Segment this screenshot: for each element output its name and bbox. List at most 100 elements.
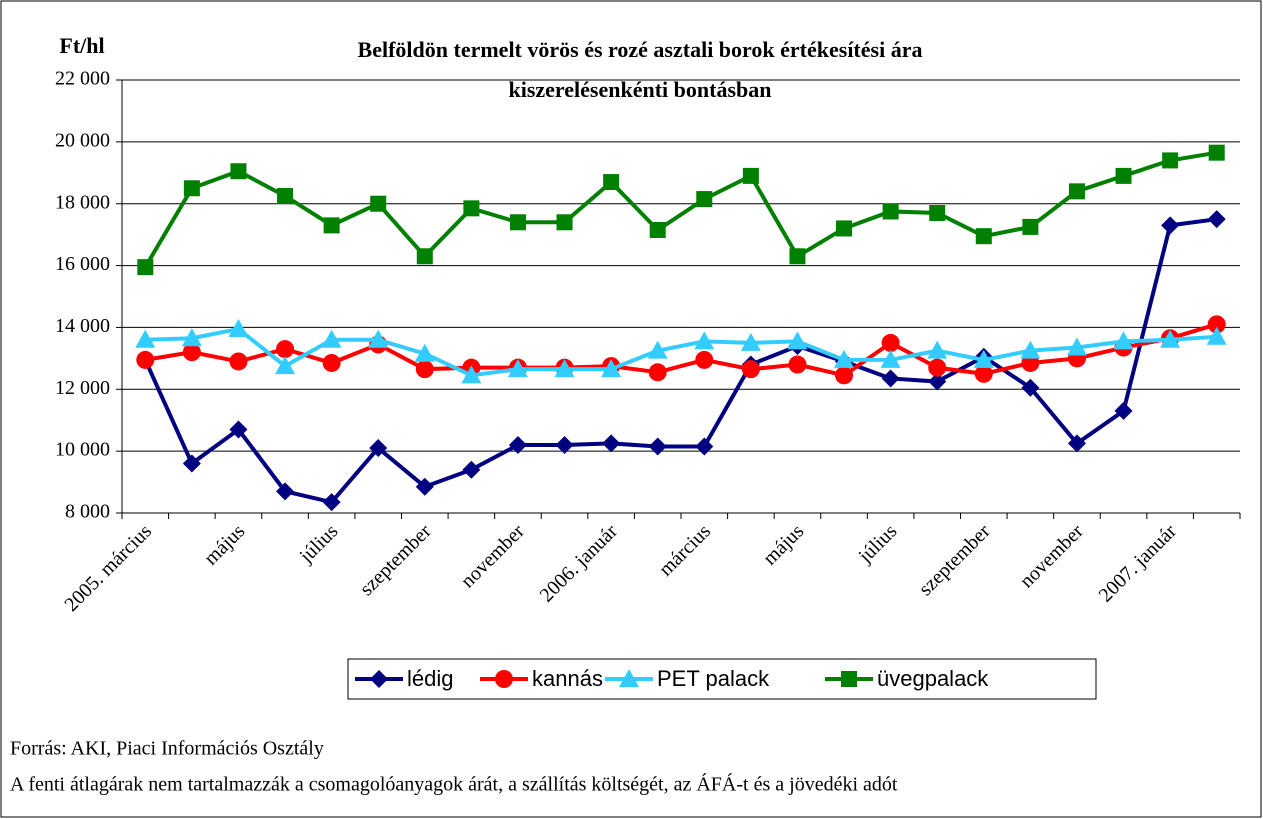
marker — [183, 180, 200, 197]
marker — [603, 174, 620, 191]
marker — [462, 460, 481, 479]
marker — [974, 364, 993, 383]
marker — [1161, 216, 1180, 235]
y-axis-label: Ft/hl — [59, 33, 104, 58]
marker — [1020, 340, 1041, 359]
marker — [370, 670, 388, 688]
marker — [415, 360, 434, 379]
marker — [928, 372, 947, 391]
marker — [322, 353, 341, 372]
y-tick-label: 20 000 — [55, 129, 110, 151]
marker — [1066, 337, 1087, 356]
marker — [509, 214, 526, 231]
marker — [1162, 152, 1179, 169]
marker — [137, 259, 154, 276]
marker — [648, 437, 667, 456]
marker — [696, 191, 713, 208]
marker — [787, 331, 808, 350]
marker — [1206, 326, 1227, 345]
marker — [881, 369, 900, 388]
y-tick-label: 22 000 — [55, 68, 110, 90]
marker — [880, 349, 901, 368]
marker — [927, 340, 948, 359]
marker — [1207, 210, 1226, 229]
marker — [508, 435, 527, 454]
y-tick-label: 10 000 — [55, 439, 110, 461]
legend-label: PET palack — [657, 666, 770, 691]
marker — [556, 214, 573, 231]
marker — [841, 671, 857, 687]
footnote: A fenti átlagárak nem tartalmazzák a cso… — [10, 773, 898, 796]
marker — [1067, 434, 1086, 453]
marker — [881, 333, 900, 352]
marker — [619, 669, 639, 687]
legend-label: lédig — [407, 666, 453, 691]
marker — [742, 167, 759, 184]
marker — [601, 359, 622, 378]
marker — [554, 359, 575, 378]
marker — [647, 340, 668, 359]
marker — [370, 195, 387, 212]
marker — [277, 187, 294, 204]
marker — [321, 329, 342, 348]
marker — [368, 329, 389, 348]
marker — [834, 349, 855, 368]
marker — [1114, 401, 1133, 420]
marker — [507, 359, 528, 378]
marker — [882, 203, 899, 220]
marker — [461, 365, 482, 384]
marker — [415, 477, 434, 496]
marker — [229, 352, 248, 371]
marker — [695, 437, 714, 456]
y-tick-label: 12 000 — [55, 377, 110, 399]
marker — [835, 366, 854, 385]
marker — [1068, 183, 1085, 200]
marker — [836, 220, 853, 237]
marker — [929, 204, 946, 221]
marker — [555, 435, 574, 454]
marker — [182, 454, 201, 473]
marker — [602, 434, 621, 453]
y-tick-label: 18 000 — [55, 191, 110, 213]
marker — [322, 493, 341, 512]
marker — [276, 340, 295, 359]
marker — [789, 248, 806, 265]
legend-label: üvegpalack — [877, 666, 989, 691]
legend-box — [347, 658, 1097, 700]
chart-title: kiszerelésenkénti bontásban — [508, 77, 771, 102]
legend-label: kannás — [532, 666, 603, 691]
marker — [1207, 315, 1226, 334]
marker — [275, 356, 296, 375]
marker — [230, 163, 247, 180]
marker — [648, 363, 667, 382]
marker — [276, 482, 295, 501]
marker — [463, 200, 480, 217]
marker — [323, 217, 340, 234]
marker — [229, 420, 248, 439]
marker — [1021, 378, 1040, 397]
marker — [416, 248, 433, 265]
marker — [181, 328, 202, 347]
source-note: Forrás: AKI, Piaci Információs Osztály — [10, 738, 324, 760]
marker — [1208, 144, 1225, 161]
marker — [741, 360, 760, 379]
y-tick-label: 16 000 — [55, 253, 110, 275]
marker — [649, 222, 666, 239]
marker — [135, 329, 156, 348]
marker — [1160, 329, 1181, 348]
chart-title: Belföldön termelt vörös és rozé asztali … — [358, 37, 923, 62]
y-tick-label: 8 000 — [65, 501, 110, 523]
marker — [136, 350, 155, 369]
marker — [695, 350, 714, 369]
marker — [973, 349, 994, 368]
marker — [228, 318, 249, 337]
marker — [495, 670, 513, 688]
marker — [1113, 331, 1134, 350]
series-line — [143, 217, 1217, 505]
marker — [414, 343, 435, 362]
marker — [1022, 218, 1039, 235]
marker — [1115, 167, 1132, 184]
marker — [694, 331, 715, 350]
marker — [740, 332, 761, 351]
